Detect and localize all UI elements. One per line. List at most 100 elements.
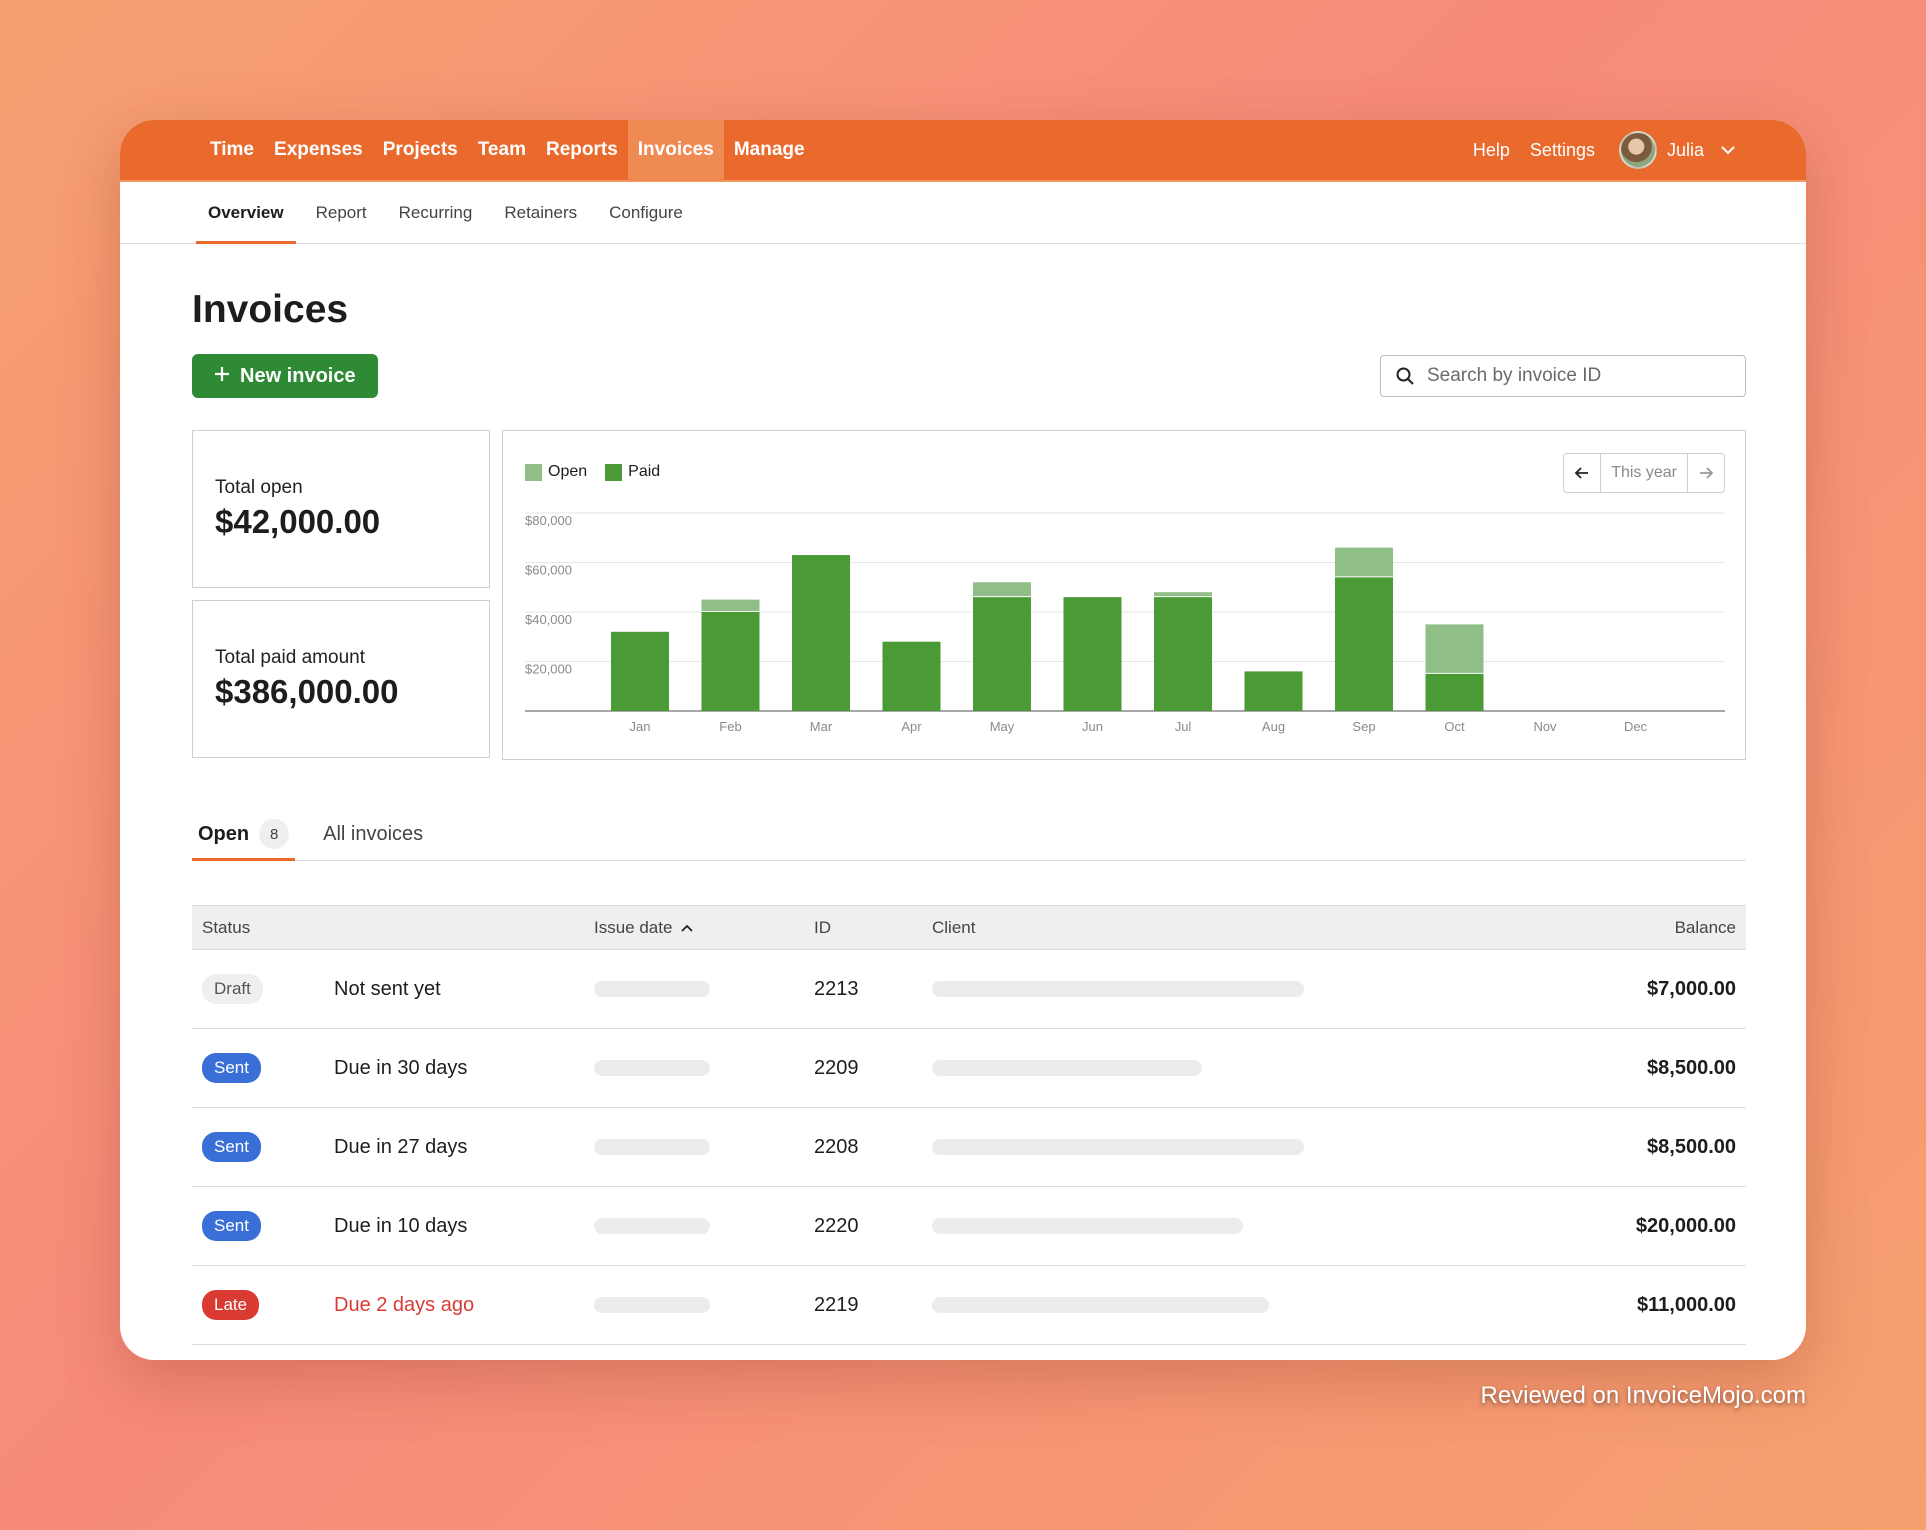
bar-paid-jul bbox=[1154, 597, 1212, 711]
nav-manage[interactable]: Manage bbox=[733, 139, 805, 160]
arrow-right-icon bbox=[1700, 467, 1714, 479]
bar-open-feb bbox=[701, 599, 760, 611]
actions-row: New invoice bbox=[192, 354, 1746, 398]
bar-paid-oct bbox=[1425, 673, 1484, 711]
open-count-badge: 8 bbox=[259, 819, 290, 849]
nav-invoices[interactable]: Invoices bbox=[627, 120, 724, 181]
total-open-label: Total open bbox=[215, 477, 303, 498]
help-link[interactable]: Help bbox=[1472, 139, 1510, 160]
nav-time[interactable]: Time bbox=[210, 139, 255, 160]
avatar[interactable] bbox=[1618, 131, 1657, 169]
due-text: Due in 30 days bbox=[334, 1056, 468, 1079]
col-status: Status bbox=[192, 905, 333, 950]
table-row[interactable]: Sent Due in 27 days 2208 $8,500.00 bbox=[192, 1107, 1746, 1187]
table-header-row: Status Issue date ID Client Balance bbox=[192, 905, 1746, 950]
total-open-value: $42,000.00 bbox=[215, 503, 381, 540]
col-due bbox=[333, 905, 593, 950]
bar-paid-feb bbox=[701, 612, 760, 711]
search-box[interactable] bbox=[1380, 355, 1746, 397]
balance-value: $11,000.00 bbox=[1559, 1265, 1746, 1345]
balance-value: $20,000.00 bbox=[1559, 1186, 1746, 1266]
bar-open-sep bbox=[1335, 547, 1393, 577]
x-tick-label: Dec bbox=[1624, 719, 1648, 734]
next-period-button[interactable] bbox=[1687, 454, 1724, 492]
top-navigation: Time Expenses Projects Team Reports Invo… bbox=[120, 120, 1806, 182]
nav-team[interactable]: Team bbox=[477, 139, 526, 160]
y-tick-label: $80,000 bbox=[525, 513, 572, 528]
subnav-report[interactable]: Report bbox=[315, 202, 367, 222]
table-row[interactable]: Late Due 2 days ago 2219 $11,000.00 bbox=[192, 1265, 1746, 1345]
nav-projects[interactable]: Projects bbox=[382, 139, 458, 160]
table-row[interactable]: Sent Due in 10 days 2220 $20,000.00 bbox=[192, 1186, 1746, 1266]
subnav-configure[interactable]: Configure bbox=[609, 202, 683, 222]
balance-value: $8,500.00 bbox=[1559, 1028, 1746, 1108]
invoice-id: 2209 bbox=[813, 1028, 931, 1108]
new-invoice-button[interactable]: New invoice bbox=[192, 354, 378, 398]
invoice-chart-card: Open Paid This year $80,000 bbox=[502, 430, 1746, 760]
table-row[interactable]: Sent Due in 30 days 2209 $8,500.00 bbox=[192, 1028, 1746, 1108]
bar-paid-apr bbox=[882, 641, 941, 711]
invoice-table: Status Issue date ID Client Balance Draf… bbox=[192, 905, 1746, 1345]
x-tick-label: Oct bbox=[1444, 719, 1465, 734]
due-text: Due in 10 days bbox=[334, 1214, 468, 1237]
subnav-overview[interactable]: Overview bbox=[192, 182, 300, 244]
chevron-down-icon[interactable] bbox=[1720, 142, 1736, 158]
bar-paid-jan bbox=[611, 631, 669, 711]
total-paid-value: $386,000.00 bbox=[215, 673, 399, 710]
x-tick-label: Mar bbox=[810, 719, 833, 734]
new-invoice-label: New invoice bbox=[240, 364, 356, 387]
invoice-id: 2208 bbox=[813, 1107, 931, 1187]
x-tick-label: Aug bbox=[1262, 719, 1285, 734]
legend-paid-swatch bbox=[605, 463, 623, 481]
issue-date-placeholder bbox=[594, 1139, 710, 1155]
bar-paid-jun bbox=[1063, 597, 1122, 711]
stat-column: Total open $42,000.00 Total paid amount … bbox=[192, 430, 490, 760]
user-name[interactable]: Julia bbox=[1666, 139, 1704, 160]
nav-expenses[interactable]: Expenses bbox=[274, 139, 363, 160]
invoice-id: 2220 bbox=[813, 1186, 931, 1266]
client-placeholder bbox=[932, 981, 1304, 997]
total-open-card: Total open $42,000.00 bbox=[192, 430, 490, 588]
x-tick-label: Feb bbox=[719, 719, 741, 734]
tab-all-invoices[interactable]: All invoices bbox=[323, 822, 424, 845]
invoice-tabs: Open 8 All invoices bbox=[192, 808, 1746, 861]
invoice-id: 2219 bbox=[813, 1265, 931, 1345]
legend-paid-label: Paid bbox=[628, 463, 661, 480]
table-row[interactable]: Draft Not sent yet 2213 $7,000.00 bbox=[192, 949, 1746, 1029]
col-balance: Balance bbox=[1559, 905, 1746, 950]
main-content: Invoices New invoice Total open $42,000.… bbox=[192, 244, 1746, 1345]
x-tick-label: Jun bbox=[1082, 719, 1103, 734]
status-badge: Sent bbox=[202, 1053, 261, 1083]
sort-ascending-icon bbox=[681, 924, 693, 932]
tab-open[interactable]: Open 8 bbox=[192, 808, 296, 861]
status-badge: Draft bbox=[202, 974, 263, 1004]
balance-value: $7,000.00 bbox=[1559, 949, 1746, 1029]
bar-open-jul bbox=[1154, 592, 1212, 597]
issue-date-placeholder bbox=[594, 981, 710, 997]
stats-row: Total open $42,000.00 Total paid amount … bbox=[192, 430, 1746, 760]
status-badge: Sent bbox=[202, 1211, 261, 1241]
subnav-recurring[interactable]: Recurring bbox=[398, 202, 473, 222]
app-window: Time Expenses Projects Team Reports Invo… bbox=[120, 120, 1806, 1360]
status-badge: Late bbox=[202, 1290, 260, 1320]
invoice-id: 2213 bbox=[813, 949, 931, 1029]
sub-navigation: Overview Report Recurring Retainers Conf… bbox=[120, 182, 1806, 244]
x-tick-label: Apr bbox=[901, 719, 922, 734]
nav-reports[interactable]: Reports bbox=[545, 139, 618, 160]
x-tick-label: May bbox=[990, 719, 1015, 734]
x-tick-label: Nov bbox=[1533, 719, 1557, 734]
search-input[interactable] bbox=[1425, 364, 1719, 388]
settings-link[interactable]: Settings bbox=[1529, 139, 1595, 160]
due-text: Due 2 days ago bbox=[334, 1293, 475, 1316]
subnav-retainers[interactable]: Retainers bbox=[504, 202, 578, 222]
col-client: Client bbox=[931, 905, 1560, 950]
client-placeholder bbox=[932, 1139, 1304, 1155]
bar-paid-aug bbox=[1244, 671, 1303, 711]
period-selector: This year bbox=[1563, 453, 1725, 493]
legend-open-label: Open bbox=[548, 463, 588, 480]
bar-paid-may bbox=[973, 597, 1031, 711]
previous-period-button[interactable] bbox=[1564, 454, 1602, 492]
col-issue-date[interactable]: Issue date bbox=[593, 905, 813, 950]
client-placeholder bbox=[932, 1297, 1269, 1313]
issue-date-label: Issue date bbox=[594, 917, 673, 937]
